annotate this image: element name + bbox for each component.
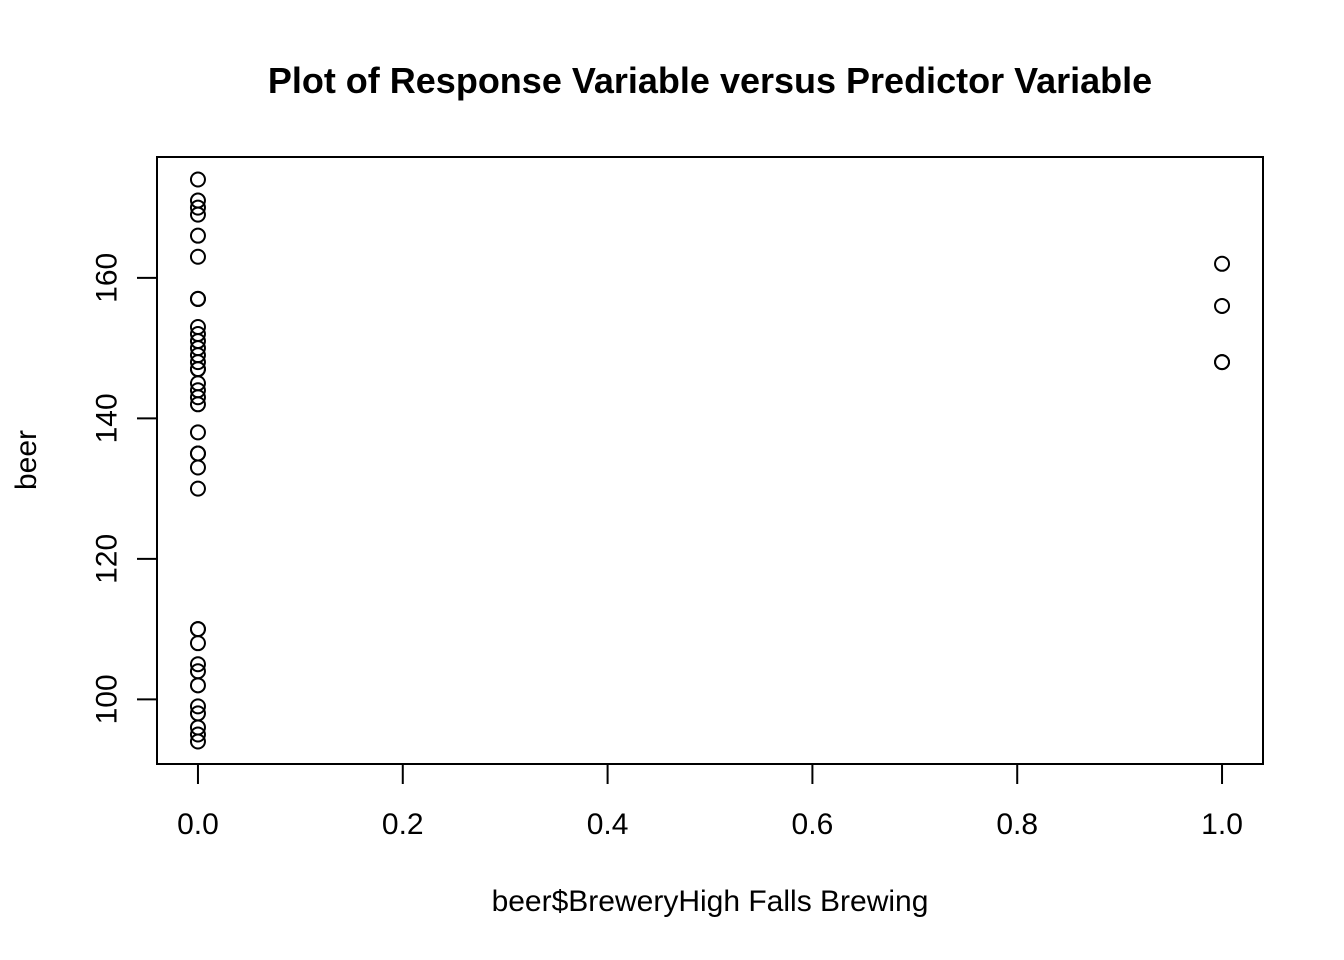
data-point [189,227,206,244]
data-point [189,677,206,694]
x-axis-label: beer$BreweryHigh Falls Brewing [492,885,929,918]
data-point [189,396,206,413]
x-tick-label: 0.0 [177,808,219,841]
x-tick-label: 0.8 [996,808,1038,841]
data-points [189,171,1231,750]
x-axis: 0.0 0.2 0.4 0.6 0.8 1.0 [177,763,1243,841]
data-point [189,424,206,441]
data-point [189,171,206,188]
chart-title: Plot of Response Variable versus Predict… [268,60,1152,101]
data-point [189,621,206,638]
data-point [189,248,206,265]
data-point [189,726,206,743]
y-tick-label: 120 [91,534,124,584]
data-point [189,206,206,223]
data-point [189,354,206,371]
data-point [189,480,206,497]
data-point [189,698,206,715]
data-point [189,199,206,216]
x-tick-label: 0.6 [792,808,834,841]
plot-frame [156,156,1264,765]
x-tick-label: 1.0 [1201,808,1243,841]
y-tick-label: 100 [91,674,124,724]
data-point [189,459,206,476]
data-point [1214,255,1231,272]
data-point [1214,354,1231,371]
y-axis-label: beer [10,430,43,490]
data-point [189,389,206,406]
x-tick-label: 0.4 [587,808,629,841]
y-tick-label: 140 [91,393,124,443]
y-axis: 100 120 140 160 [91,253,158,724]
data-point [189,733,206,750]
y-tick-label: 160 [91,253,124,303]
data-point [1214,297,1231,314]
data-point [189,635,206,652]
data-point [189,445,206,462]
data-point [189,656,206,673]
x-tick-label: 0.2 [382,808,424,841]
data-point [189,290,206,307]
